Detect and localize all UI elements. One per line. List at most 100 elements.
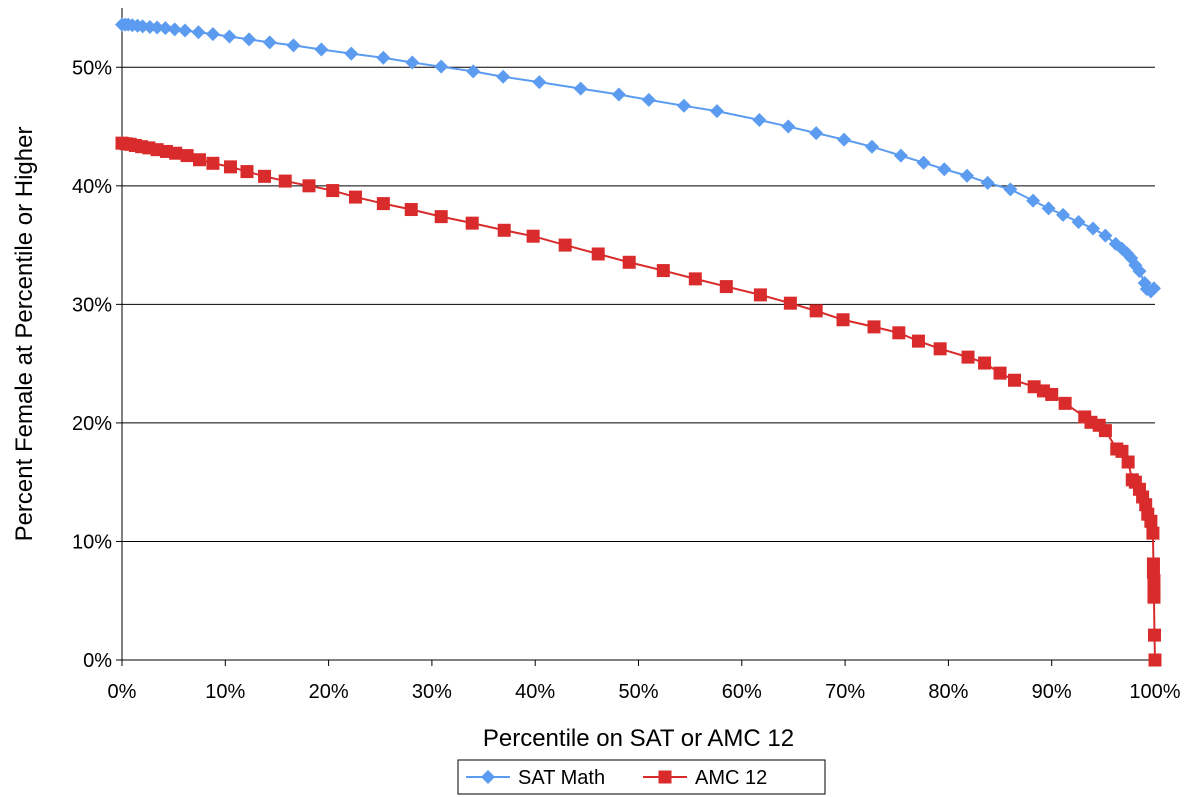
- data-point: [676, 98, 691, 113]
- y-tick-label: 0%: [83, 650, 112, 672]
- data-point: [286, 38, 301, 53]
- data-point: [178, 23, 193, 38]
- data-point: [591, 247, 605, 261]
- data-point: [933, 342, 947, 356]
- series-line: [121, 142, 1156, 661]
- data-point: [710, 104, 725, 119]
- x-tick-label: 90%: [1032, 681, 1072, 703]
- data-point: [1071, 214, 1086, 229]
- data-point: [1132, 264, 1147, 279]
- data-point: [978, 356, 992, 370]
- data-point: [1058, 396, 1072, 410]
- series-amc-12: [115, 136, 1162, 667]
- y-axis-title: Percent Female at Percentile or Higher: [11, 127, 38, 542]
- data-point: [258, 169, 272, 183]
- x-tick-label: 70%: [825, 681, 865, 703]
- legend-item-sat-math: SAT Math: [466, 767, 605, 789]
- series-sat-math: [115, 17, 1161, 299]
- data-point: [348, 190, 362, 204]
- data-point: [893, 148, 908, 163]
- data-point: [1026, 193, 1041, 208]
- data-point: [837, 132, 852, 147]
- y-tick-label: 20%: [72, 413, 112, 435]
- data-point: [1041, 201, 1056, 216]
- data-point: [158, 21, 173, 36]
- data-point: [206, 156, 220, 170]
- data-point: [191, 25, 206, 40]
- data-point: [169, 146, 183, 160]
- data-point: [656, 264, 670, 278]
- data-point: [532, 75, 547, 90]
- data-point: [1098, 424, 1112, 438]
- data-point: [180, 149, 194, 163]
- data-point: [980, 175, 995, 190]
- data-point: [242, 32, 257, 47]
- x-tick-label: 60%: [722, 681, 762, 703]
- data-point: [405, 55, 420, 70]
- data-point: [809, 126, 824, 141]
- data-point: [809, 304, 823, 318]
- axes: [116, 8, 1156, 666]
- data-point: [1008, 373, 1022, 387]
- x-tick-label: 30%: [412, 681, 452, 703]
- data-point: [526, 229, 540, 243]
- legend-item-amc-12: AMC 12: [643, 767, 767, 789]
- data-point: [434, 59, 449, 74]
- data-point: [688, 272, 702, 286]
- x-tick-label: 10%: [205, 681, 245, 703]
- data-point: [376, 50, 391, 65]
- y-tick-labels: 0% 10% 20% 30% 40% 50%: [72, 57, 112, 672]
- data-point: [573, 81, 588, 96]
- data-point: [622, 255, 636, 269]
- data-point: [911, 334, 925, 348]
- legend-label: AMC 12: [695, 767, 767, 789]
- data-point: [937, 162, 952, 177]
- series-layer: [115, 17, 1162, 667]
- data-point: [1086, 221, 1101, 236]
- y-tick-label: 30%: [72, 294, 112, 316]
- legend-box: [457, 759, 826, 795]
- data-point: [278, 174, 292, 188]
- data-point: [150, 20, 165, 35]
- x-tick-labels: 0% 10% 20% 30% 40% 50% 60% 70% 80% 90% 100%: [108, 681, 1181, 703]
- x-tick-label: 0%: [108, 681, 137, 703]
- data-point: [752, 113, 767, 128]
- data-point: [836, 313, 850, 327]
- data-point: [466, 64, 481, 79]
- data-point: [1144, 514, 1158, 528]
- data-point: [1056, 207, 1071, 222]
- data-point: [1147, 628, 1161, 642]
- data-point: [344, 46, 359, 61]
- data-point: [641, 92, 656, 107]
- x-tick-label: 50%: [618, 681, 658, 703]
- data-point: [916, 155, 931, 170]
- data-point: [314, 42, 329, 57]
- data-point: [1148, 653, 1162, 667]
- legend-marker: [481, 770, 495, 784]
- data-point: [558, 238, 572, 252]
- data-point: [262, 35, 277, 50]
- data-point: [1045, 387, 1059, 401]
- data-point: [753, 288, 767, 302]
- data-point: [1003, 182, 1018, 197]
- data-point: [611, 87, 626, 102]
- x-tick-label: 40%: [515, 681, 555, 703]
- data-point: [205, 27, 220, 42]
- data-point: [223, 160, 237, 174]
- data-point: [719, 280, 733, 294]
- x-tick-label: 20%: [309, 681, 349, 703]
- data-point: [1121, 455, 1135, 469]
- data-point: [993, 366, 1007, 380]
- data-point: [1120, 246, 1135, 261]
- data-point: [781, 119, 796, 134]
- data-point: [434, 210, 448, 224]
- data-point: [240, 165, 254, 179]
- data-point: [892, 326, 906, 340]
- x-axis-title: Percentile on SAT or AMC 12: [483, 725, 794, 752]
- legend-label: SAT Math: [518, 767, 605, 789]
- data-point: [496, 69, 511, 84]
- data-point: [376, 197, 390, 211]
- data-point: [302, 179, 316, 193]
- data-point: [465, 216, 479, 230]
